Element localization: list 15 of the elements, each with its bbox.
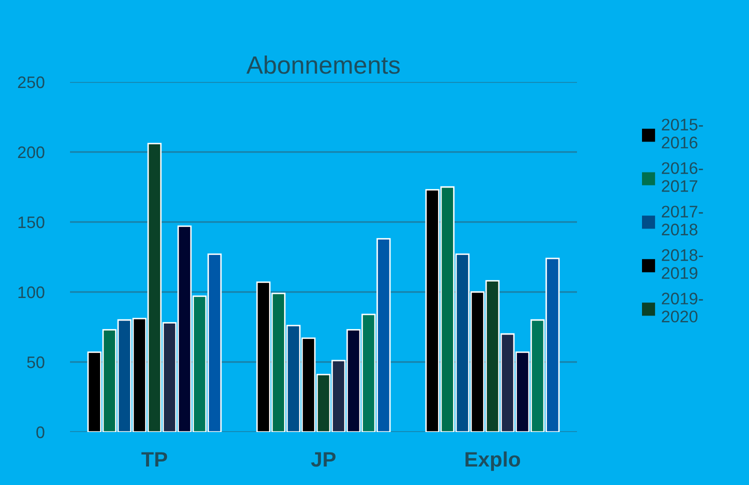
y-tick-label: 50 <box>27 356 44 368</box>
y-tick-label: 0 <box>36 426 44 438</box>
x-tick-label: TP <box>141 452 168 467</box>
legend-label: 2018-2019 <box>662 249 703 279</box>
y-tick-label: 100 <box>18 286 44 298</box>
y-tick-label: 200 <box>18 146 44 158</box>
y-tick-label: 150 <box>18 216 44 228</box>
x-tick-label: JP <box>311 452 336 467</box>
chart-title: Abonnements <box>246 56 400 74</box>
x-tick-label: Explo <box>466 451 520 471</box>
legend-label: 2019-2020 <box>662 292 703 322</box>
legend-label: 2017-2018 <box>662 206 703 236</box>
legend-label: 2016-2017 <box>662 162 703 192</box>
y-tick-label: 250 <box>18 76 44 88</box>
legend-label: 2015-2016 <box>662 118 703 148</box>
